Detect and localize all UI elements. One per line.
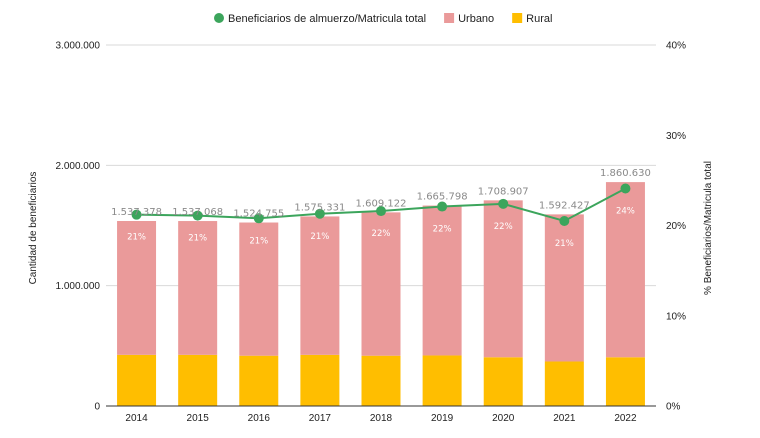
y2-tick-label: 20% (666, 221, 686, 232)
axes: 0 1.000.000 2.000.000 3.000.000 0% 10% 20% 30% 4… (56, 41, 687, 425)
ratio-point-2014 (131, 209, 142, 220)
total-label-2016: 1.524.755 (233, 209, 284, 220)
total-label-2022: 1.860.630 (600, 168, 651, 179)
x-tick-label: 2016 (248, 413, 271, 424)
bars (117, 182, 645, 406)
x-tick-label: 2018 (370, 413, 393, 424)
x-tick-label: 2017 (309, 413, 332, 424)
bar-urbano-2017 (300, 216, 340, 355)
ratio-point-2017 (314, 208, 325, 219)
pct-label-2021: 21% (555, 239, 574, 249)
ratio-point-2020 (498, 198, 509, 209)
pct-label-2014: 21% (127, 233, 146, 243)
pct-label-2017: 21% (310, 232, 329, 242)
bar-urbano-2018 (361, 212, 401, 356)
y2-tick-label: 0% (666, 402, 681, 413)
legend-marker-rural (512, 13, 523, 23)
x-tick-label: 2022 (614, 413, 637, 424)
ratio-point-2019 (437, 201, 448, 212)
legend-marker-urbano (444, 13, 455, 23)
y-tick-label: 3.000.000 (56, 41, 101, 52)
y-axis-title: Cantidad de beneficiarios (28, 172, 39, 285)
x-tick-label: 2021 (553, 413, 576, 424)
y2-tick-label: 30% (666, 131, 686, 142)
x-tick-label: 2014 (125, 413, 148, 424)
bar-urbano-2020 (483, 200, 523, 358)
y-tick-label: 1.000.000 (56, 281, 101, 292)
bar-rural-2021 (544, 361, 584, 406)
ratio-point-2016 (253, 213, 264, 224)
bar-rural-2017 (300, 354, 340, 406)
ratio-point-2022 (620, 183, 631, 194)
bar-rural-2020 (483, 357, 523, 406)
total-label-2020: 1.708.907 (478, 186, 529, 197)
pct-label-2018: 22% (372, 229, 391, 239)
ratio-line-layer (131, 183, 631, 226)
pct-label-2020: 22% (494, 222, 513, 232)
legend: Beneficiarios de almuerzo/Matricula tota… (214, 13, 552, 25)
data-labels: 1.537.378 1.537.068 1.524.755 1.575.331 1.60… (111, 168, 651, 249)
bar-urbano-2022 (605, 182, 645, 358)
ratio-point-2015 (192, 210, 203, 221)
x-tick-label: 2020 (492, 413, 515, 424)
pct-label-2019: 22% (433, 225, 452, 235)
y2-tick-label: 10% (666, 311, 686, 322)
bar-rural-2016 (239, 355, 279, 406)
pct-label-2015: 21% (188, 234, 207, 244)
total-label-2021: 1.592.427 (539, 200, 590, 211)
y-tick-label: 0 (94, 402, 100, 413)
legend-label-0: Beneficiarios de almuerzo/Matricula tota… (228, 13, 426, 25)
bar-urbano-2021 (544, 214, 584, 362)
pct-label-2022: 24% (616, 206, 635, 216)
legend-label-1: Urbano (458, 13, 494, 25)
x-tick-label: 2019 (431, 413, 454, 424)
bar-urbano-2015 (178, 221, 218, 355)
bar-urbano-2019 (422, 205, 462, 356)
ratio-point-2018 (376, 206, 386, 217)
x-tick-label: 2015 (187, 413, 210, 424)
y2-axis-title: % Beneficiarios/Matricula total (703, 161, 714, 295)
ratio-point-2021 (559, 215, 570, 226)
total-label-2014: 1.537.378 (111, 207, 162, 218)
bar-urbano-2016 (239, 222, 279, 356)
total-label-2018: 1.609.122 (356, 198, 407, 209)
total-label-2017: 1.575.331 (294, 202, 345, 213)
bar-rural-2014 (117, 354, 157, 406)
y-tick-label: 2.000.000 (56, 161, 101, 172)
total-label-2019: 1.665.798 (417, 192, 468, 203)
bar-rural-2022 (605, 357, 645, 406)
y2-tick-label: 40% (666, 41, 686, 52)
bar-rural-2018 (361, 355, 401, 406)
bar-rural-2015 (178, 354, 218, 406)
legend-label-2: Rural (526, 13, 552, 25)
bar-urbano-2014 (117, 221, 157, 355)
total-label-2015: 1.537.068 (172, 207, 223, 218)
pct-label-2016: 21% (249, 236, 268, 246)
legend-marker-ratio (214, 13, 224, 23)
bar-rural-2019 (422, 355, 462, 406)
